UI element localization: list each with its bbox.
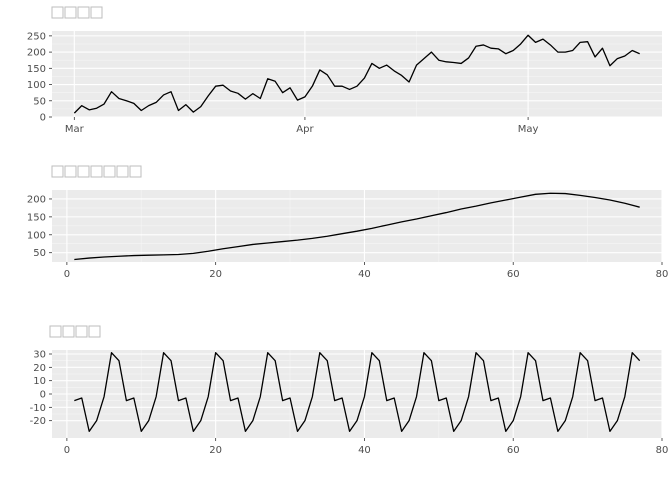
title-glyph [90, 6, 103, 19]
y-tick-label: 50 [33, 248, 46, 259]
x-tick-label: Mar [65, 124, 85, 135]
y-tick-label: 150 [27, 212, 46, 223]
title-glyph [77, 165, 90, 178]
series-line [73, 34, 640, 114]
x-tick-label: 60 [507, 269, 520, 280]
title-glyph [88, 325, 101, 338]
seasonal-panel: -20 -10 0 10 20 30 0 20 40 60 80 [30, 325, 669, 456]
y-tick-label: -10 [30, 403, 46, 414]
x-tick-label: 40 [358, 445, 371, 456]
x-tick-label: May [518, 124, 539, 135]
title-glyph [64, 165, 77, 178]
title-glyph [62, 325, 75, 338]
y-tick-label: 0 [40, 113, 46, 124]
title-glyph [129, 165, 142, 178]
title-glyph [49, 325, 62, 338]
y-tick-label: 0 [40, 390, 46, 401]
x-tick-label: 0 [64, 445, 70, 456]
title-glyph [77, 6, 90, 19]
title-glyph [90, 165, 103, 178]
title-glyph [51, 6, 64, 19]
x-tick-label: Apr [296, 124, 314, 135]
x-tick-label: 20 [209, 445, 222, 456]
x-tick-label: 40 [358, 269, 371, 280]
y-tick-label: 20 [33, 363, 46, 374]
title-glyph [75, 325, 88, 338]
title-glyph [51, 165, 64, 178]
y-tick-label: 150 [27, 64, 46, 75]
y-tick-label: -20 [30, 416, 46, 427]
series-line [74, 192, 640, 261]
x-tick-label: 80 [656, 269, 669, 280]
y-tick-label: 100 [27, 230, 46, 241]
x-tick-label: 0 [64, 269, 70, 280]
title-glyph [103, 165, 116, 178]
y-tick-label: 250 [27, 31, 46, 42]
y-tick-label: 200 [27, 194, 46, 205]
title-glyph [116, 165, 129, 178]
x-tick-label: 60 [507, 445, 520, 456]
plot-panel [52, 31, 662, 117]
y-tick-label: 100 [27, 80, 46, 91]
y-tick-label: 50 [33, 96, 46, 107]
y-tick-label: 10 [33, 376, 46, 387]
daily-count-panel: 0 50 100 150 200 250 Mar Apr May [27, 6, 662, 135]
y-tick-label: 30 [33, 350, 46, 361]
title-glyph [64, 6, 77, 19]
y-tick-label: 200 [27, 48, 46, 59]
x-tick-label: 80 [656, 445, 669, 456]
trend-panel: 50 100 150 200 0 20 40 60 80 [27, 165, 669, 280]
series-line [74, 352, 641, 432]
x-tick-label: 20 [209, 269, 222, 280]
